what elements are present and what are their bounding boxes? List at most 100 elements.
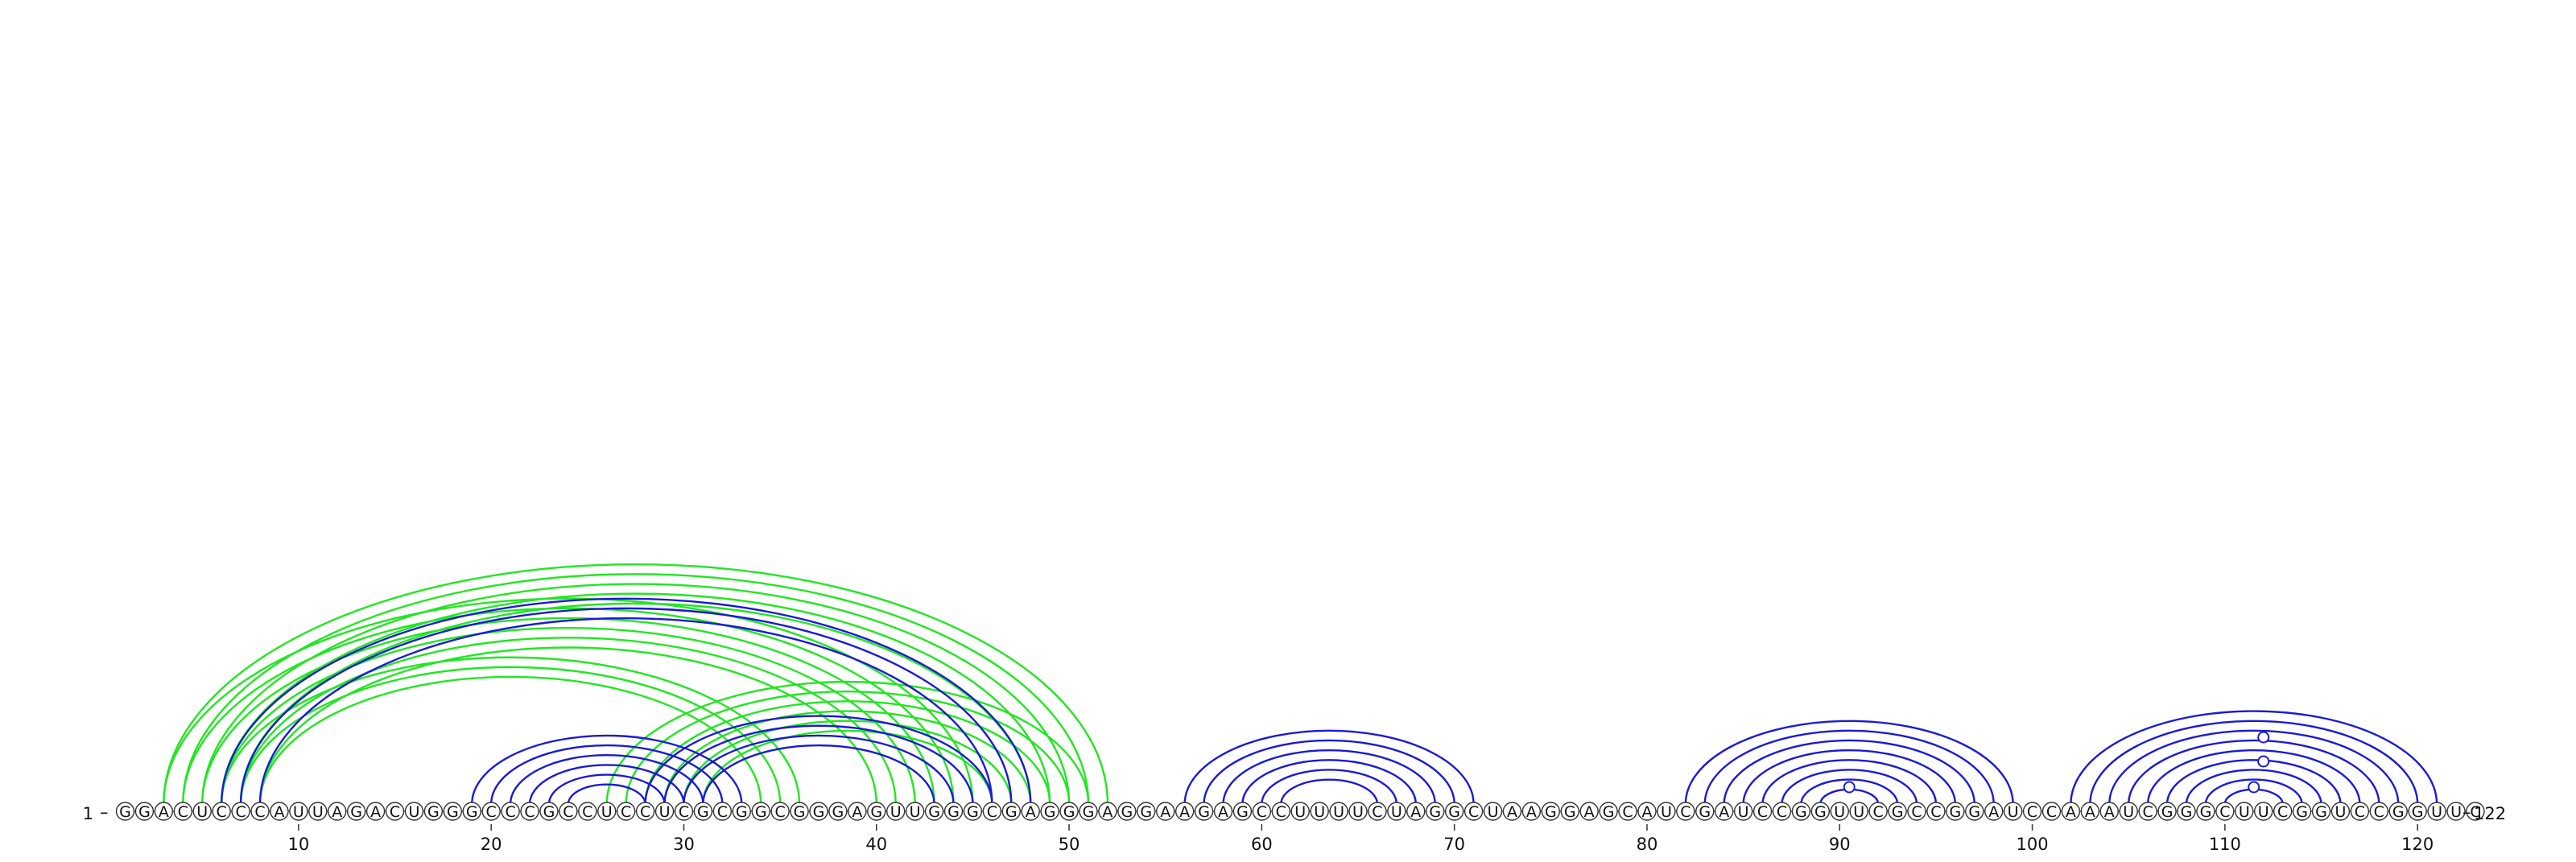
nucleotide-circle xyxy=(1752,802,1773,821)
nucleotide: A xyxy=(1021,802,1040,821)
blue-arc-20-32 xyxy=(489,744,724,805)
nucleotide: G xyxy=(1695,802,1715,821)
nucleotide: A xyxy=(1502,802,1522,821)
nucleotide-circle xyxy=(1252,802,1272,821)
nucleotide-circle xyxy=(2099,802,2119,821)
nucleotide-circle xyxy=(1502,802,1522,821)
green-arc-7-35 xyxy=(239,666,782,805)
sequence-end-label: 122 xyxy=(2474,804,2506,823)
nucleotide-letter: U xyxy=(2431,803,2442,821)
arcs-layer xyxy=(163,563,2438,805)
nucleotide-circle xyxy=(732,802,751,821)
nucleotide: C xyxy=(385,802,405,821)
nucleotide: U xyxy=(2254,802,2273,821)
nucleotide-circle xyxy=(328,802,347,821)
nucleotide-circle xyxy=(1618,802,1637,821)
nucleotide: A xyxy=(328,802,347,821)
nucleotide: C xyxy=(2273,802,2293,821)
nucleotide-circle xyxy=(2330,802,2351,821)
blue-arc-105-118 xyxy=(2128,739,2380,805)
nucleotide-letter: A xyxy=(274,803,284,821)
nucleotide-letter: C xyxy=(505,803,515,821)
nucleotide-circle xyxy=(2254,802,2273,821)
blue-arc-59-68 xyxy=(1241,759,1418,805)
nucleotide-circle xyxy=(1888,802,1907,821)
nucleotide: G xyxy=(1444,802,1464,821)
nucleotide-circle xyxy=(848,802,867,821)
nucleotide-circle xyxy=(1232,802,1253,821)
nucleotide-circle xyxy=(1714,802,1734,821)
nucleotide: C xyxy=(1271,802,1291,821)
nucleotide-circle xyxy=(539,802,559,821)
nucleotide-letter: C xyxy=(2277,803,2288,821)
nucleotide: C xyxy=(231,802,250,821)
nucleotide-letter: G xyxy=(1198,803,1210,821)
nucleotide-circle xyxy=(1946,802,1965,821)
nucleotide-circle xyxy=(943,802,964,821)
nucleotide: C xyxy=(982,802,1002,821)
nucleotide-letter: U xyxy=(1314,803,1325,821)
nucleotide-circle xyxy=(2408,802,2427,821)
nucleotide-letter: U xyxy=(1488,803,1499,821)
nucleotide-circle xyxy=(134,802,155,821)
nucleotide-circle xyxy=(1059,802,1079,821)
green-arc-31-46 xyxy=(702,729,993,805)
nucleotide-letter: U xyxy=(2334,803,2346,821)
nucleotide-circle xyxy=(597,802,617,821)
blue-arc-82-99 xyxy=(1684,720,2014,805)
nucleotide-letter: C xyxy=(2355,803,2365,821)
nucleotide-circle xyxy=(2041,802,2062,821)
blue-arc-109-114 xyxy=(2204,778,2303,805)
nucleotide: U xyxy=(886,802,906,821)
nucleotide: C xyxy=(2350,802,2370,821)
nucleotide-letter: C xyxy=(486,803,497,821)
nucleotide-letter: U xyxy=(890,803,902,821)
nucleotide-letter: C xyxy=(717,803,728,821)
nucleotide-circle xyxy=(1926,802,1946,821)
tick-label: 40 xyxy=(865,835,887,854)
nucleotide: U xyxy=(1387,802,1406,821)
nucleotide-letter: C xyxy=(1276,803,1286,821)
tick-label: 120 xyxy=(2401,835,2434,854)
nucleotide-circle xyxy=(770,802,790,821)
nucleotide-letter: C xyxy=(1872,803,1883,821)
nucleotide: G xyxy=(134,802,155,821)
nucleotide: U xyxy=(597,802,617,821)
nucleotide: G xyxy=(732,802,751,821)
nucleotide: C xyxy=(1752,802,1773,821)
nucleotide-circle xyxy=(2311,802,2331,821)
nucleotide-circle xyxy=(1079,802,1098,821)
nucleotide-circle xyxy=(1368,802,1387,821)
nucleotide: G xyxy=(443,802,463,821)
nucleotide-circle xyxy=(1426,802,1445,821)
nucleotide-circle xyxy=(1483,802,1503,821)
nucleotide-circle xyxy=(1387,802,1406,821)
nucleotide-circle xyxy=(2388,802,2408,821)
nucleotide-letter: C xyxy=(563,803,573,821)
nucleotide-letter: U xyxy=(196,803,208,821)
nucleotide-circle xyxy=(1290,802,1310,821)
nucleotide-circle xyxy=(1174,802,1195,821)
nucleotide-letter: U xyxy=(2258,803,2269,821)
nucleotide-letter: G xyxy=(1121,803,1133,821)
nucleotide-letter: A xyxy=(1026,803,1036,821)
tick-label: 110 xyxy=(2209,835,2241,854)
nucleotide-circle xyxy=(1579,802,1599,821)
nucleotide-letter: G xyxy=(1795,803,1807,821)
nucleotide: G xyxy=(693,802,713,821)
nucleotide-letter: U xyxy=(312,803,324,821)
nucleotide-letter: C xyxy=(2219,803,2230,821)
nucleotide-letter: A xyxy=(2066,803,2076,821)
nucleotide-circle xyxy=(1329,802,1348,821)
nucleotide: C xyxy=(501,802,520,821)
nucleotide-circle xyxy=(212,802,231,821)
nucleotide-circle xyxy=(1984,802,2004,821)
nucleotide: A xyxy=(270,802,289,821)
nucleotide-letter: A xyxy=(1410,803,1421,821)
blue-arc-83-98 xyxy=(1703,729,1995,805)
nucleotide-letter: C xyxy=(582,803,592,821)
nucleotide-circle xyxy=(2157,802,2177,821)
sequence-start-label: 1 xyxy=(83,804,93,823)
nucleotide-letter: G xyxy=(119,803,131,821)
nucleotide-circle xyxy=(2292,802,2312,821)
